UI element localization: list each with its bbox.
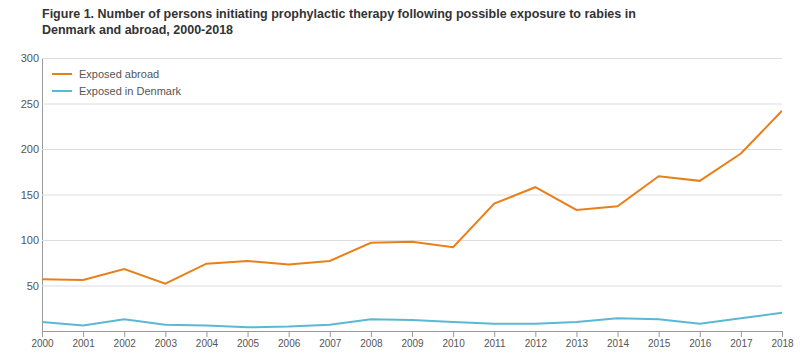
x-tick-label: 2009 — [401, 338, 424, 349]
x-tick-label: 2016 — [689, 338, 712, 349]
tick-mark — [330, 331, 331, 337]
x-tick-label: 2014 — [607, 338, 630, 349]
x-tick-label: 2013 — [566, 338, 589, 349]
tick-mark — [782, 331, 783, 337]
x-tick-label: 2011 — [484, 338, 506, 349]
x-tick-label: 2000 — [31, 338, 54, 349]
x-tick-label: 2015 — [648, 338, 671, 349]
tick-mark — [165, 331, 166, 337]
y-tick: 200 — [21, 143, 782, 155]
x-tick: 2017 — [730, 331, 753, 349]
grid-line — [42, 149, 782, 150]
tick-mark — [494, 331, 495, 337]
x-tick: 2006 — [278, 331, 301, 349]
legend-swatch — [52, 73, 72, 75]
x-axis: 2000 2001 2002 2003 2004 2005 2006 2007 2008 2009… — [31, 331, 794, 349]
x-tick: 2008 — [360, 331, 383, 349]
series-line — [42, 111, 782, 284]
tick-mark — [535, 331, 536, 337]
tick-mark — [412, 331, 413, 337]
legend: Exposed abroad Exposed in Denmark — [52, 68, 182, 97]
lines — [42, 111, 782, 328]
y-tick: 150 — [21, 189, 782, 201]
x-tick-label: 2008 — [360, 338, 383, 349]
grid-line — [42, 195, 782, 196]
x-tick: 2004 — [196, 331, 219, 349]
x-tick: 2003 — [155, 331, 178, 349]
x-axis-line — [43, 332, 783, 338]
y-axis: 50 100 150 200 250 300 — [21, 52, 782, 331]
y-tick: 250 — [21, 98, 782, 110]
x-tick: 2015 — [648, 331, 671, 349]
legend-item: Exposed in Denmark — [52, 85, 182, 97]
title-line: Denmark and abroad, 2000-2018 — [42, 23, 233, 37]
x-tick-label: 2003 — [155, 338, 178, 349]
x-tick: 2001 — [72, 331, 95, 349]
x-tick: 2007 — [319, 331, 342, 349]
title: Figure 1. Number of persons initiating p… — [42, 7, 636, 37]
tick-mark — [124, 331, 125, 337]
tick-mark — [371, 331, 372, 337]
x-tick-label: 2004 — [196, 338, 219, 349]
tick-mark — [576, 331, 577, 337]
x-tick: 2013 — [566, 331, 589, 349]
tick-mark — [248, 331, 249, 337]
title-line: Figure 1. Number of persons initiating p… — [42, 7, 636, 21]
tick-mark — [42, 331, 43, 337]
legend-label: Exposed in Denmark — [79, 85, 182, 97]
x-tick-label: 2001 — [72, 338, 95, 349]
legend-item: Exposed abroad — [52, 68, 159, 80]
x-tick: 2002 — [114, 331, 137, 349]
series-line — [42, 313, 782, 328]
y-tick-label: 100 — [21, 234, 39, 246]
tick-mark — [741, 331, 742, 337]
tick-mark — [453, 331, 454, 337]
legend-label: Exposed abroad — [79, 68, 159, 80]
y-tick-label: 200 — [21, 143, 39, 155]
x-tick: 2016 — [689, 331, 712, 349]
x-tick-label: 2018 — [771, 338, 794, 349]
y-tick: 50 — [27, 280, 782, 292]
x-tick: 2005 — [237, 331, 260, 349]
x-tick-label: 2007 — [319, 338, 342, 349]
x-tick: 2010 — [442, 331, 465, 349]
y-tick: 300 — [21, 52, 782, 64]
tick-mark — [618, 331, 619, 337]
x-tick: 2011 — [484, 331, 506, 349]
x-tick-label: 2005 — [237, 338, 260, 349]
tick-mark — [700, 331, 701, 337]
y-tick-label: 250 — [21, 98, 39, 110]
y-tick: 100 — [21, 234, 782, 246]
x-tick: 2014 — [607, 331, 630, 349]
chart-svg: Figure 1. Number of persons initiating p… — [0, 0, 800, 361]
y-axis-line — [43, 59, 783, 332]
tick-mark — [289, 331, 290, 337]
x-tick: 2012 — [525, 331, 548, 349]
grid-line — [42, 286, 782, 287]
x-tick: 2009 — [401, 331, 424, 349]
x-tick-label: 2002 — [114, 338, 137, 349]
x-tick: 2000 — [31, 331, 54, 349]
tick-mark — [83, 331, 84, 337]
chart-container: Figure 1. Number of persons initiating p… — [0, 0, 800, 361]
x-tick: 2018 — [771, 331, 794, 349]
grid-line — [42, 58, 782, 59]
x-tick-label: 2010 — [442, 338, 465, 349]
x-tick-label: 2017 — [730, 338, 753, 349]
y-tick-label: 50 — [27, 280, 39, 292]
y-tick-label: 300 — [21, 52, 39, 64]
y-tick-label: 150 — [21, 189, 39, 201]
tick-mark — [659, 331, 660, 337]
grid-line — [42, 104, 782, 105]
plot-area: 5010015020025030020002001200220032004200… — [21, 52, 794, 349]
legend-swatch — [52, 90, 72, 92]
x-tick-label: 2006 — [278, 338, 301, 349]
tick-mark — [206, 331, 207, 337]
x-tick-label: 2012 — [525, 338, 548, 349]
